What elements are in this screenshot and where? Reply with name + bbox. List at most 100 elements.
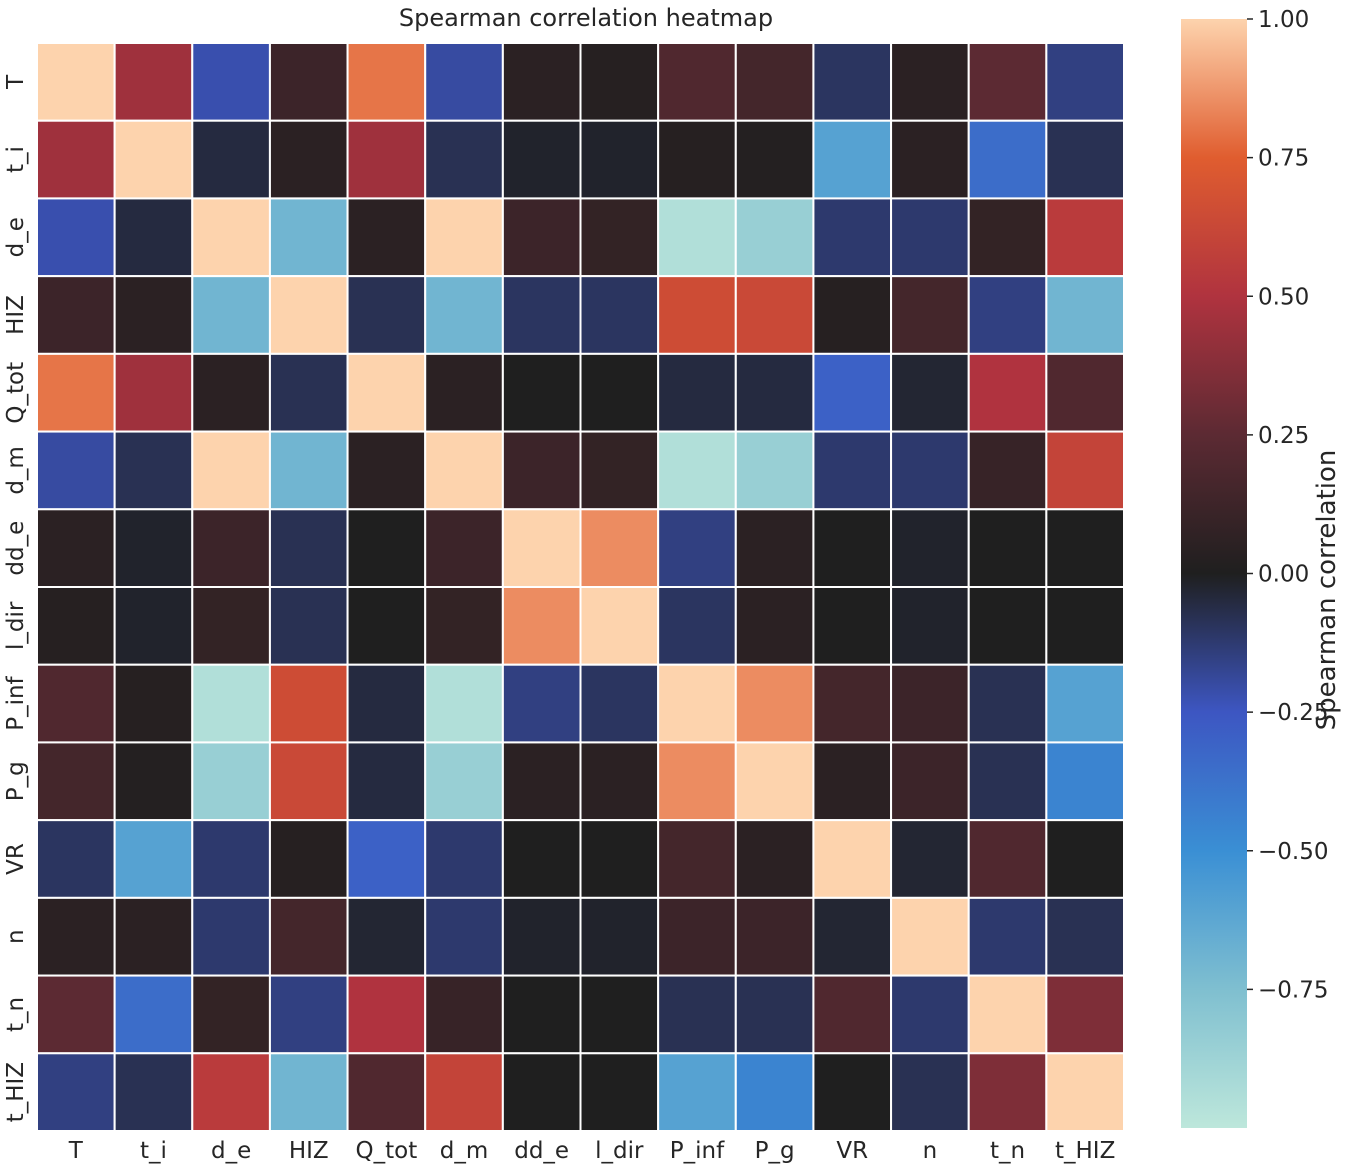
heatmap-cell-T-t_n: [967, 42, 1048, 122]
heatmap-cell-d_e-l_dir: [579, 197, 660, 278]
heatmap-cell-t_n-n: [890, 974, 970, 1055]
y-tick-label: Q_tot: [3, 362, 29, 424]
heatmap-cell-d_m-P_g: [734, 430, 815, 511]
heatmap-cell-l_dir-l_dir: [579, 586, 660, 666]
heatmap-cell-t_n-Q_tot: [346, 974, 427, 1055]
heatmap-cell-t_HIZ-HIZ: [268, 1052, 349, 1133]
heatmap-cell-t_i-n: [890, 119, 970, 200]
heatmap-cell-dd_e-dd_e: [501, 508, 582, 588]
x-tick-label: P_g: [755, 1138, 795, 1164]
heatmap-cell-Q_tot-P_inf: [657, 352, 737, 433]
heatmap-cell-P_g-T: [36, 741, 116, 822]
colorbar: [1181, 19, 1247, 1128]
heatmap-cell-l_dir-P_inf: [657, 586, 737, 666]
heatmap-cell-t_i-HIZ: [268, 119, 349, 200]
heatmap-cell-n-P_g: [734, 896, 815, 977]
heatmap-cell-l_dir-Q_tot: [346, 586, 427, 666]
heatmap-cell-d_e-HIZ: [268, 197, 349, 278]
heatmap-cell-P_inf-d_e: [191, 663, 271, 744]
heatmap-cell-P_inf-HIZ: [268, 663, 349, 744]
heatmap-cell-dd_e-HIZ: [268, 508, 349, 588]
heatmap-cell-t_i-VR: [812, 119, 893, 200]
heatmap-cell-P_inf-P_inf: [657, 663, 737, 744]
heatmap-cell-t_i-d_e: [191, 119, 271, 200]
heatmap-cell-t_n-t_i: [113, 974, 194, 1055]
heatmap-cell-d_m-t_n: [967, 430, 1048, 511]
heatmap-cell-Q_tot-t_i: [113, 352, 194, 433]
heatmap-cell-T-d_e: [191, 42, 271, 122]
heatmap-cell-d_e-P_inf: [657, 197, 737, 278]
x-tick-label: t_HIZ: [1055, 1138, 1115, 1164]
heatmap-cell-P_g-l_dir: [579, 741, 660, 822]
heatmap-cell-P_inf-t_HIZ: [1045, 663, 1126, 744]
heatmap-cell-T-t_HIZ: [1045, 42, 1126, 122]
colorbar-tick-label: 0.50: [1258, 284, 1309, 310]
heatmap-cell-n-Q_tot: [346, 896, 427, 977]
x-tick-label: T: [68, 1138, 84, 1164]
heatmap-cell-Q_tot-d_e: [191, 352, 271, 433]
heatmap-cell-n-HIZ: [268, 896, 349, 977]
heatmap-cell-n-P_inf: [657, 896, 737, 977]
heatmap-cell-l_dir-t_HIZ: [1045, 586, 1126, 666]
heatmap-cell-P_inf-Q_tot: [346, 663, 427, 744]
y-tick-label: t_i: [3, 146, 29, 173]
heatmap-cell-l_dir-d_m: [424, 586, 504, 666]
heatmap-cell-d_e-T: [36, 197, 116, 278]
y-axis-labels: Tt_i d_e HIZ Q_tot d_m dd_e l_dir P_inf P_g VR n t_…: [3, 74, 29, 1122]
heatmap-cell-l_dir-dd_e: [501, 586, 582, 666]
heatmap-cell-t_HIZ-n: [890, 1052, 970, 1133]
heatmap-cell-t_n-t_n: [967, 974, 1048, 1055]
heatmap-cell-l_dir-d_e: [191, 586, 271, 666]
heatmap-cell-T-Q_tot: [346, 42, 427, 122]
heatmap-cell-d_m-n: [890, 430, 970, 511]
heatmap-cell-HIZ-t_HIZ: [1045, 275, 1126, 355]
heatmap-cell-T-dd_e: [501, 42, 582, 122]
heatmap-cell-t_n-d_m: [424, 974, 504, 1055]
heatmap-cell-n-dd_e: [501, 896, 582, 977]
heatmap-cell-VR-HIZ: [268, 819, 349, 899]
heatmap-cell-n-d_m: [424, 896, 504, 977]
heatmap-cell-t_i-l_dir: [579, 119, 660, 200]
heatmap-cell-P_inf-t_n: [967, 663, 1048, 744]
heatmap-cell-P_g-dd_e: [501, 741, 582, 822]
heatmap-cell-P_inf-dd_e: [501, 663, 582, 744]
heatmap-cell-t_n-P_g: [734, 974, 815, 1055]
x-tick-label: Q_tot: [356, 1138, 418, 1164]
heatmap-cell-T-d_m: [424, 42, 504, 122]
colorbar-tick-label: 1.00: [1258, 7, 1309, 33]
heatmap-cell-l_dir-VR: [812, 586, 893, 666]
heatmap-cell-Q_tot-d_m: [424, 352, 504, 433]
heatmap-cell-HIZ-VR: [812, 275, 893, 355]
heatmap-cell-n-T: [36, 896, 116, 977]
heatmap-cell-d_m-l_dir: [579, 430, 660, 511]
heatmap-cell-VR-P_inf: [657, 819, 737, 899]
colorbar-tick-label: 0.75: [1258, 146, 1309, 172]
heatmap-cell-n-VR: [812, 896, 893, 977]
heatmap-cell-t_i-dd_e: [501, 119, 582, 200]
heatmap-cell-HIZ-P_inf: [657, 275, 737, 355]
heatmap-cell-d_e-d_m: [424, 197, 504, 278]
heatmap-cell-t_i-t_n: [967, 119, 1048, 200]
heatmap-cell-dd_e-T: [36, 508, 116, 588]
heatmap-cell-t_HIZ-d_e: [191, 1052, 271, 1133]
heatmap-cell-d_m-dd_e: [501, 430, 582, 511]
x-tick-label: VR: [836, 1138, 868, 1164]
heatmap-cell-Q_tot-T: [36, 352, 116, 433]
heatmap-cell-Q_tot-dd_e: [501, 352, 582, 433]
heatmap-cell-T-l_dir: [579, 42, 660, 122]
y-tick-label: VR: [3, 843, 29, 875]
heatmap-cell-VR-P_g: [734, 819, 815, 899]
colorbar-tick-label: 0.25: [1258, 423, 1309, 449]
heatmap-cell-t_HIZ-d_m: [424, 1052, 504, 1133]
heatmap-cell-t_n-T: [36, 974, 116, 1055]
heatmap-cell-d_m-VR: [812, 430, 893, 511]
x-tick-label: t_i: [140, 1138, 167, 1164]
heatmap-cell-VR-l_dir: [579, 819, 660, 899]
heatmap-cell-t_HIZ-P_inf: [657, 1052, 737, 1133]
heatmap-cell-HIZ-d_m: [424, 275, 504, 355]
x-tick-label: l_dir: [595, 1138, 644, 1164]
heatmap-cell-t_n-P_inf: [657, 974, 737, 1055]
heatmap-cell-t_n-VR: [812, 974, 893, 1055]
heatmap-cell-P_g-d_m: [424, 741, 504, 822]
heatmap-cell-T-T: [36, 42, 116, 122]
